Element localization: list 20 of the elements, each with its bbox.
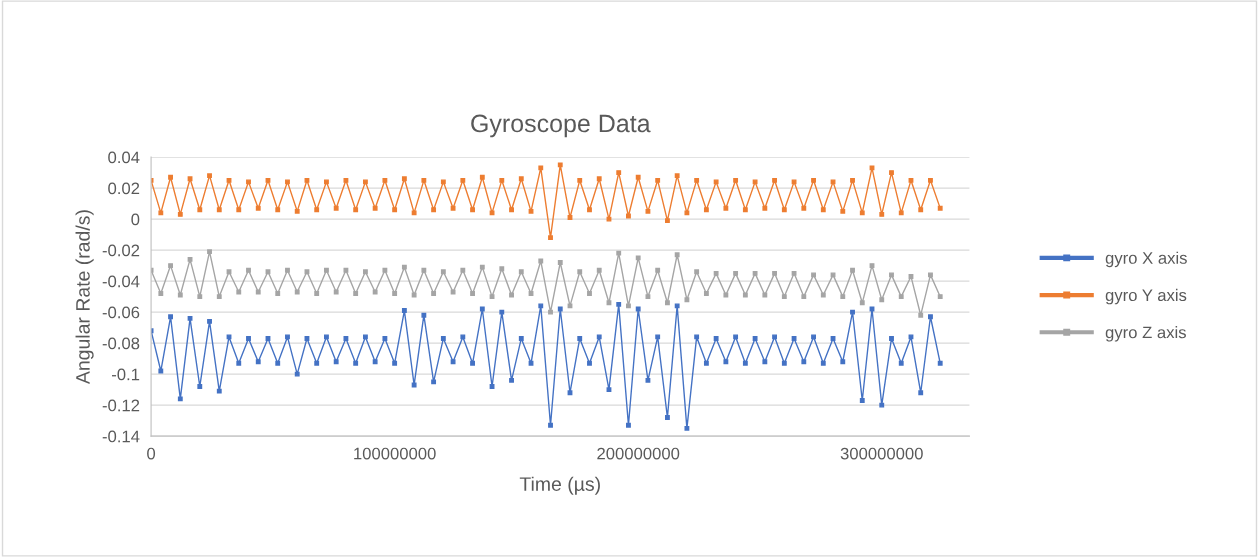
- legend-label: gyro Z axis: [1105, 326, 1186, 342]
- y-tick-label: -0.1: [111, 368, 140, 381]
- legend-label: gyro Y axis: [1105, 288, 1187, 305]
- y-axis-title: Angular Rate (rad/s): [75, 210, 94, 385]
- y-tick-label: -0.06: [102, 306, 140, 319]
- y-tick-label: 0: [131, 213, 140, 226]
- x-tick-label: 0: [147, 447, 156, 460]
- x-axis-title: Time (µs): [519, 476, 600, 495]
- y-tick-label: -0.14: [102, 430, 140, 443]
- y-tick-label: -0.08: [102, 337, 140, 350]
- chart-title: Gyroscope Data: [471, 114, 651, 138]
- y-tick-label: -0.12: [102, 399, 140, 412]
- x-tick-label: 100000000: [354, 447, 436, 460]
- x-tick-label: 300000000: [840, 447, 923, 460]
- legend-label: gyro X axis: [1105, 251, 1187, 268]
- y-tick-label: -0.02: [102, 244, 140, 257]
- y-tick-label: 0.02: [108, 182, 140, 195]
- y-tick-label: 0.04: [108, 151, 140, 164]
- y-tick-label: -0.04: [102, 275, 140, 288]
- x-tick-label: 200000000: [597, 447, 680, 460]
